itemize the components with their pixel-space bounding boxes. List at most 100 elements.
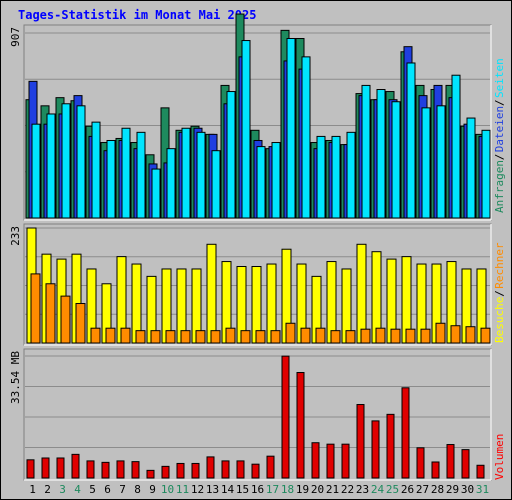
legend-separator: / (493, 290, 506, 297)
bar-volumen (281, 355, 290, 479)
bar-seiten (241, 40, 251, 219)
bar-rechner (195, 330, 206, 344)
x-tick-label: 11 (176, 483, 189, 496)
legend-separator: / (493, 99, 506, 106)
bar-volumen (221, 460, 230, 479)
legend-rechner: Rechner (493, 242, 506, 289)
x-tick-label: 31 (476, 483, 489, 496)
x-tick-label: 16 (251, 483, 264, 496)
x-tick-label: 21 (326, 483, 339, 496)
bar-volumen (41, 457, 50, 479)
legend-seiten: Seiten (493, 58, 506, 98)
bar-rechner (60, 295, 71, 344)
bar-seiten (211, 150, 221, 219)
bar-volumen (446, 444, 455, 479)
bar-volumen (101, 461, 110, 479)
bar-seiten (361, 84, 371, 219)
bar-rechner (240, 330, 251, 344)
x-tick-label: 17 (266, 483, 279, 496)
bar-volumen (251, 463, 260, 479)
x-tick-label: 3 (59, 483, 66, 496)
bar-rechner (285, 322, 296, 344)
bar-volumen (266, 455, 275, 479)
bar-rechner (210, 330, 221, 344)
bar-seiten (76, 105, 86, 219)
bar-seiten (466, 117, 476, 219)
bar-seiten (301, 56, 311, 219)
x-tick-label: 12 (191, 483, 204, 496)
bar-rechner (390, 328, 401, 344)
x-tick-label: 14 (221, 483, 235, 496)
bar-rechner (375, 327, 386, 344)
bar-besuche (206, 243, 217, 344)
bar-seiten (181, 127, 191, 219)
ymax-label: 907 (9, 27, 22, 47)
bar-seiten (421, 107, 431, 219)
bar-seiten (316, 135, 326, 219)
bar-seiten (256, 146, 266, 219)
bar-volumen (296, 372, 305, 479)
bar-volumen (206, 456, 215, 479)
x-tick-label: 29 (446, 483, 459, 496)
bar-rechner (420, 328, 431, 344)
bar-seiten (136, 131, 146, 219)
bar-seiten (151, 168, 161, 219)
x-tick-label: 15 (236, 483, 249, 496)
bar-volumen (401, 387, 410, 479)
series-rechner (30, 273, 491, 344)
bar-seiten (196, 131, 206, 219)
bar-seiten (121, 127, 131, 219)
legend-besuche: Besuche (493, 297, 506, 343)
bar-volumen (161, 465, 170, 479)
bar-rechner (105, 327, 116, 344)
bar-volumen (26, 459, 35, 479)
bar-seiten (376, 88, 386, 219)
bar-volumen (86, 460, 95, 479)
bar-seiten (406, 62, 416, 219)
x-tick-label: 19 (296, 483, 309, 496)
bar-rechner (435, 322, 446, 344)
bar-rechner (180, 330, 191, 344)
x-tick-label: 22 (341, 483, 354, 496)
bar-volumen (191, 462, 200, 479)
bar-seiten (106, 139, 116, 219)
bar-volumen (476, 464, 485, 479)
bar-rechner (270, 330, 281, 344)
legend-anfragen: Anfragen (493, 160, 506, 213)
ymax-label: 33.54 MB (9, 351, 22, 404)
bar-rechner (45, 283, 56, 344)
panel-frame (23, 348, 492, 481)
x-tick-label: 5 (89, 483, 96, 496)
bar-rechner (465, 326, 476, 344)
legend-top: Anfragen/Dateien/Seiten (493, 58, 506, 213)
x-tick-label: 25 (386, 483, 399, 496)
bar-rechner (255, 330, 266, 344)
bar-seiten (166, 148, 176, 219)
bar-rechner (135, 330, 146, 344)
bar-volumen (326, 443, 335, 479)
series-seiten (31, 38, 491, 219)
bar-volumen (341, 443, 350, 479)
panel-bot: 33.54 MB Volumen (9, 348, 506, 481)
bar-volumen (386, 413, 395, 479)
x-tick-label: 13 (206, 483, 219, 496)
bar-seiten (331, 135, 341, 219)
legend-volumen: Volumen (493, 434, 506, 480)
x-tick-label: 23 (356, 483, 369, 496)
bar-seiten (271, 142, 281, 219)
x-tick-label: 27 (416, 483, 429, 496)
bar-volumen (461, 449, 470, 479)
bar-seiten (286, 38, 296, 219)
x-tick-label: 20 (311, 483, 324, 496)
bar-rechner (90, 327, 101, 344)
bar-volumen (236, 460, 245, 479)
x-tick-label: 30 (461, 483, 474, 496)
bar-seiten (31, 123, 41, 219)
bar-volumen (356, 404, 365, 479)
x-tick-label: 9 (149, 483, 156, 496)
bar-rechner (300, 327, 311, 344)
bar-rechner (120, 327, 131, 344)
x-tick-label: 24 (371, 483, 385, 496)
